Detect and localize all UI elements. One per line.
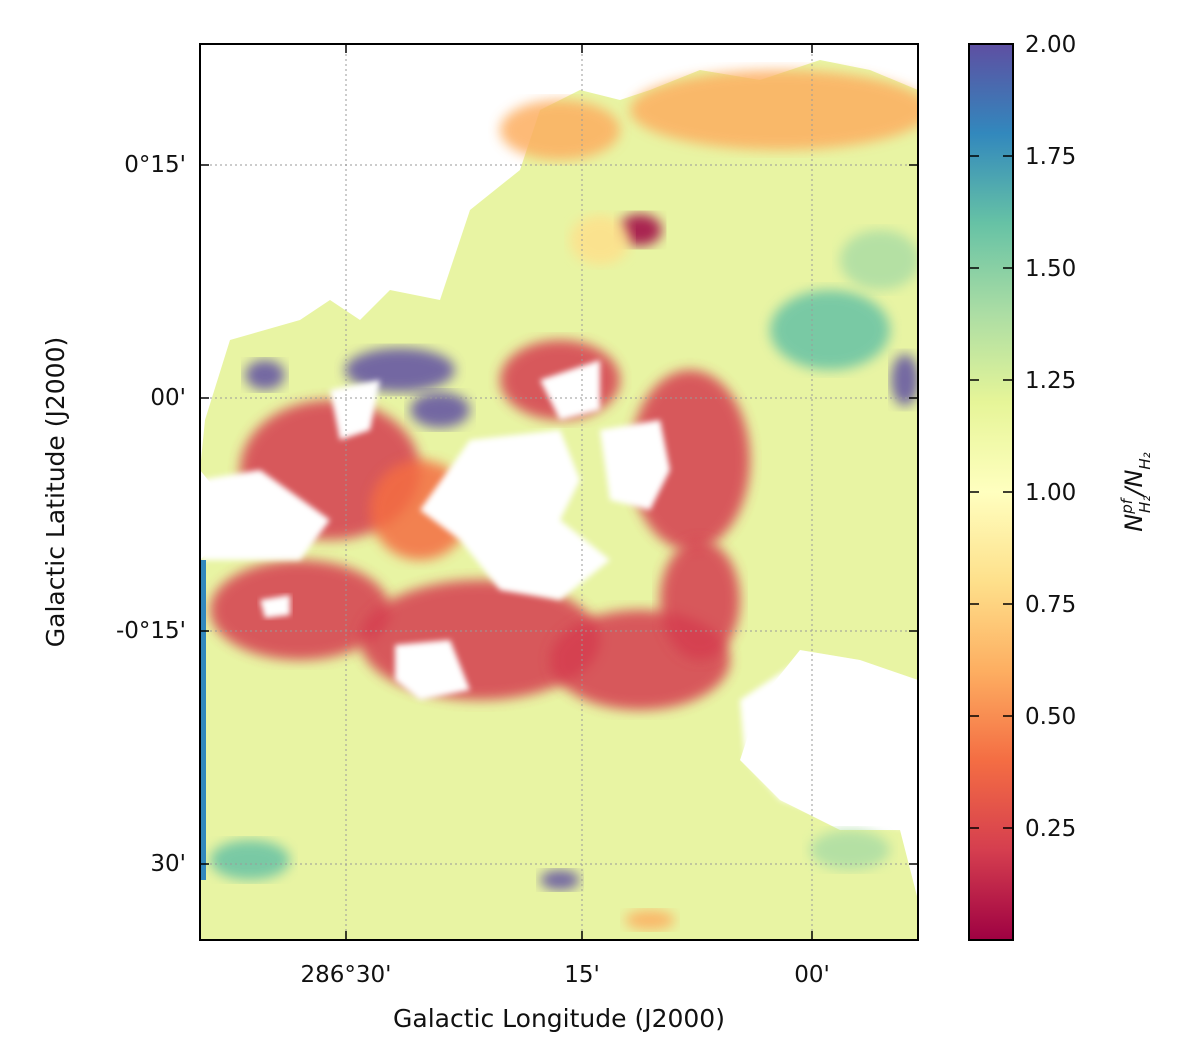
y-tick-label-0: 0°15'	[124, 152, 186, 178]
cb-tick-label-5: 1.50	[1025, 256, 1076, 282]
heatmap-blob-15	[660, 540, 740, 660]
cb-label-sep: /	[1120, 485, 1148, 498]
heatmap-blob-11	[210, 560, 390, 660]
masked-hole-2	[540, 360, 600, 420]
heatmap-image	[200, 60, 918, 940]
cb-tick-label-2: 0.75	[1025, 592, 1076, 618]
cb-label-sup: pf	[1118, 496, 1136, 515]
heatmap-blob-21	[810, 830, 890, 870]
axis-ticks	[200, 44, 918, 940]
heatmap-blob-18	[540, 870, 580, 890]
cb-tick-label-4: 1.25	[1025, 368, 1076, 394]
plot-frame	[199, 43, 919, 941]
cb-tick-label-6: 1.75	[1025, 144, 1076, 170]
heatmap-blob-3	[570, 215, 630, 265]
plot-area	[199, 43, 919, 941]
heatmap-blob-0	[630, 70, 918, 150]
heatmap-edge-strip	[200, 560, 206, 880]
heatmap-blob-8	[410, 392, 470, 428]
cb-tick-label-7: 2.00	[1025, 32, 1076, 58]
heatmap-blob-7	[345, 348, 455, 392]
colorbar: 0.25 0.50 0.75 1.00 1.25 1.50 1.75 2.00	[968, 32, 1076, 941]
x-tick-label-2: 00'	[794, 962, 830, 988]
cb-label-n2: N	[1120, 470, 1148, 488]
cb-tick-label-3: 1.00	[1025, 480, 1076, 506]
y-tick-label-2: -0°15'	[116, 618, 186, 644]
heatmap-blob-4	[770, 290, 890, 370]
heatmap-blob-5	[840, 230, 918, 290]
colorbar-ticks: 0.25 0.50 0.75 1.00 1.25 1.50 1.75 2.00	[969, 32, 1076, 842]
cb-tick-label-0: 0.25	[1025, 816, 1076, 842]
masked-hole-6	[260, 595, 290, 618]
cb-tick-label-1: 0.50	[1025, 704, 1076, 730]
masked-hole-4	[395, 640, 470, 700]
y-axis-title: Galactic Latitude (J2000)	[41, 337, 70, 648]
colorbar-label: NpfH₂/NH₂	[1118, 452, 1154, 531]
grid	[200, 44, 918, 940]
masked-hole-7	[740, 660, 918, 830]
heatmap-blob-1	[500, 100, 620, 160]
masked-hole-0	[330, 380, 380, 440]
y-tick-label-1: 00'	[150, 385, 186, 411]
cb-label-sub: H₂	[1136, 496, 1154, 513]
heatmap-blob-14	[630, 370, 750, 550]
masked-hole-5	[200, 470, 330, 560]
heatmap-blob-20	[625, 910, 675, 930]
heatmap-blob-6	[891, 354, 918, 406]
cb-label-sub2: H₂	[1136, 452, 1154, 469]
y-tick-label-3: 30'	[150, 851, 186, 877]
x-tick-label-0: 286°30'	[301, 962, 392, 988]
cb-label-n: N	[1120, 514, 1148, 532]
masked-hole-3	[600, 420, 670, 510]
svg-text:NpfH₂/NH₂: NpfH₂/NH₂	[1118, 452, 1154, 531]
heatmap-blob-9	[245, 360, 285, 390]
masked-hole-1	[420, 430, 610, 600]
x-tick-label-1: 15'	[564, 962, 600, 988]
x-axis-title: Galactic Longitude (J2000)	[393, 1004, 725, 1033]
heatmap-blob-19	[210, 840, 290, 880]
